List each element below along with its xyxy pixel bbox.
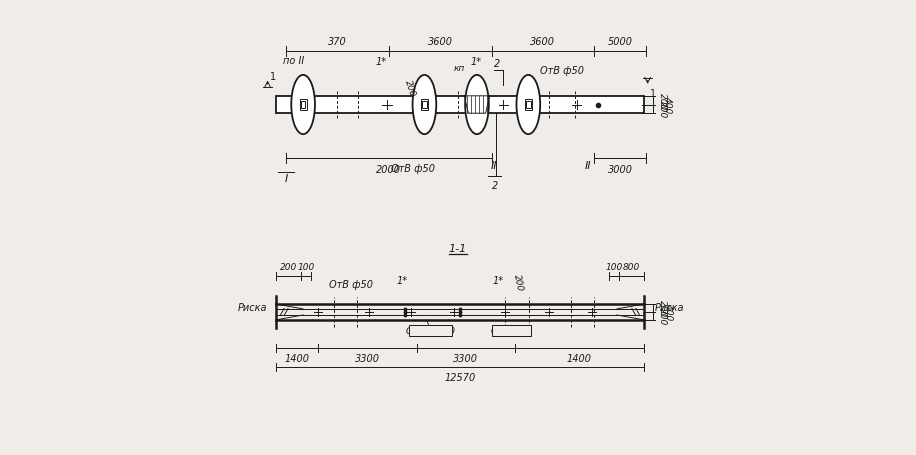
- Text: II: II: [585, 161, 592, 171]
- Ellipse shape: [465, 76, 489, 135]
- Bar: [277, 96, 644, 114]
- Text: 200: 200: [658, 101, 667, 118]
- Bar: [300, 100, 307, 111]
- Text: Риска: Риска: [655, 303, 684, 313]
- Text: 2: 2: [495, 59, 501, 69]
- Text: кп: кп: [453, 64, 464, 73]
- Text: 12570: 12570: [444, 373, 475, 383]
- Text: 800: 800: [623, 263, 640, 272]
- Text: 200: 200: [512, 273, 524, 292]
- Text: ОтВ ф50: ОтВ ф50: [540, 66, 583, 76]
- Text: ОтВ ф50: ОтВ ф50: [390, 164, 434, 174]
- Ellipse shape: [517, 76, 540, 135]
- Text: 2: 2: [493, 180, 498, 190]
- Text: 200: 200: [658, 300, 667, 317]
- Text: 1: 1: [270, 71, 277, 81]
- Text: 1*: 1*: [493, 275, 504, 285]
- FancyBboxPatch shape: [492, 326, 531, 337]
- Bar: [420, 100, 428, 111]
- Text: 370: 370: [328, 37, 347, 47]
- Text: 100: 100: [605, 263, 623, 272]
- Text: 200: 200: [658, 308, 667, 325]
- Text: 200: 200: [658, 92, 667, 110]
- Text: 1*: 1*: [470, 57, 481, 66]
- Text: II: II: [490, 161, 496, 171]
- Ellipse shape: [291, 76, 315, 135]
- Text: 3300: 3300: [453, 354, 478, 364]
- Text: 200: 200: [403, 79, 417, 98]
- Text: 3000: 3000: [607, 164, 633, 174]
- Bar: [300, 102, 305, 109]
- Text: 5000: 5000: [607, 37, 633, 47]
- Text: 3300: 3300: [354, 354, 379, 364]
- Text: ОтВ ф50: ОтВ ф50: [329, 279, 373, 289]
- Text: 1*: 1*: [397, 275, 408, 285]
- Text: 100: 100: [298, 263, 314, 272]
- Text: Риска: Риска: [238, 303, 267, 313]
- Text: 1-1: 1-1: [449, 243, 467, 253]
- FancyBboxPatch shape: [409, 326, 453, 337]
- Ellipse shape: [412, 76, 436, 135]
- Text: 2000: 2000: [376, 164, 401, 174]
- Bar: [526, 102, 530, 109]
- Text: 1*: 1*: [376, 57, 387, 66]
- Text: 3600: 3600: [530, 37, 555, 47]
- Text: 3600: 3600: [428, 37, 453, 47]
- Bar: [525, 100, 532, 111]
- Text: 1400: 1400: [567, 354, 592, 364]
- Text: 400: 400: [662, 96, 671, 114]
- Text: 400: 400: [663, 303, 672, 321]
- Text: ОтВ б.ф50: ОтВ б.ф50: [406, 327, 455, 336]
- Bar: [422, 102, 427, 109]
- Text: по II: по II: [283, 56, 305, 66]
- Text: ОтВ ф50: ОтВ ф50: [491, 327, 531, 336]
- Text: 200: 200: [280, 263, 297, 272]
- Text: 1400: 1400: [285, 354, 310, 364]
- Text: I: I: [285, 173, 288, 183]
- Text: 1: 1: [649, 89, 656, 99]
